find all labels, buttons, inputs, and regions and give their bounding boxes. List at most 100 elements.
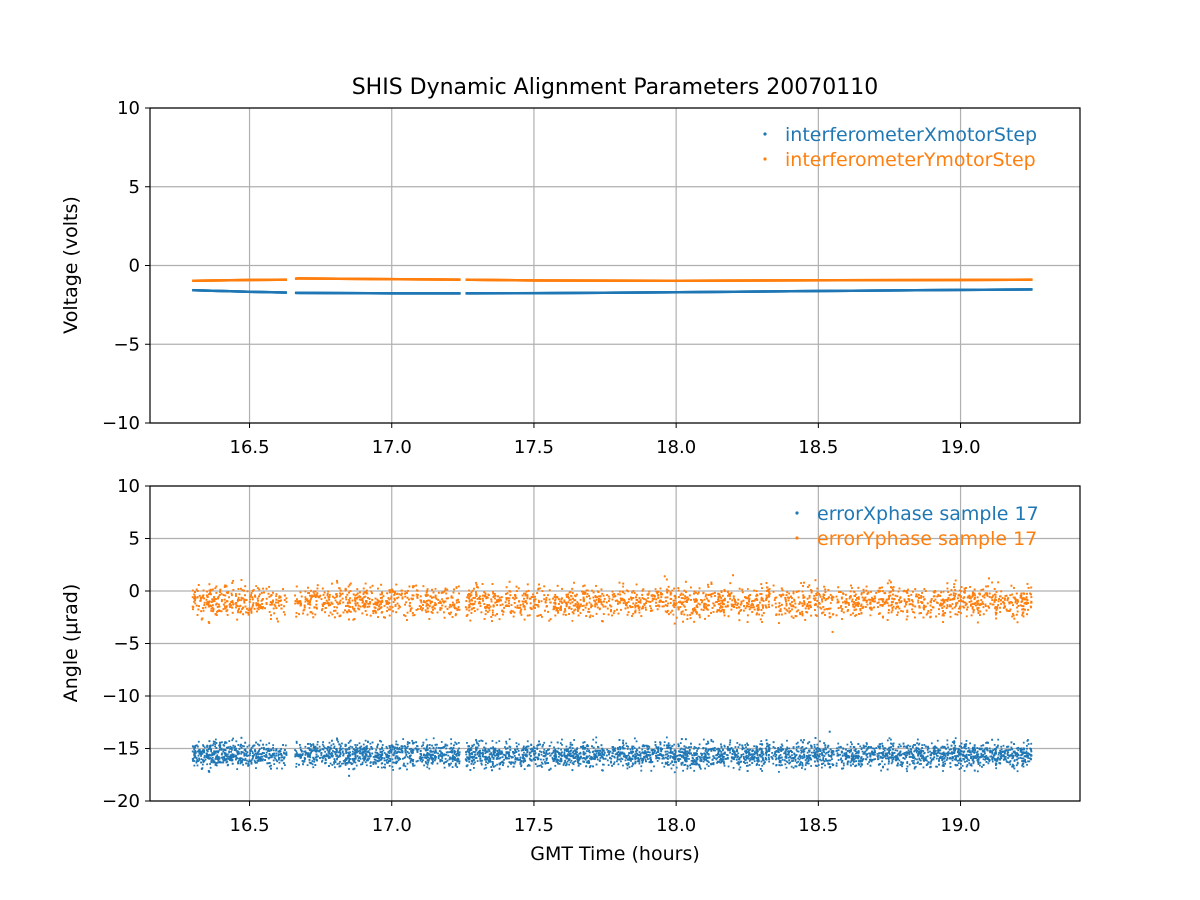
data-point (565, 762, 568, 765)
data-point (563, 749, 566, 752)
data-point (732, 767, 735, 769)
data-point (726, 748, 729, 750)
data-point (388, 750, 391, 752)
data-point (631, 748, 634, 751)
data-point (938, 758, 940, 760)
data-point (1012, 755, 1015, 758)
data-point (847, 749, 850, 752)
data-point (272, 749, 275, 752)
data-point (803, 748, 806, 751)
data-point (263, 755, 266, 757)
data-point (548, 748, 550, 751)
data-point (335, 751, 338, 754)
data-point (896, 753, 899, 756)
data-point (222, 750, 225, 753)
data-point (961, 764, 964, 767)
data-point (881, 760, 884, 763)
data-point (906, 770, 908, 773)
data-point (641, 761, 644, 764)
data-point (198, 752, 201, 755)
data-point (668, 751, 671, 754)
data-point (634, 755, 636, 758)
data-point (268, 765, 271, 768)
data-point (295, 740, 298, 743)
data-point (492, 751, 495, 754)
data-point (551, 758, 554, 760)
data-point (295, 754, 298, 757)
data-point (902, 742, 905, 745)
data-point (617, 750, 620, 753)
data-point (427, 753, 430, 756)
data-point (704, 754, 707, 756)
data-point (263, 748, 265, 751)
data-point (428, 744, 431, 746)
data-point (476, 753, 479, 756)
data-point (900, 763, 903, 766)
data-point (272, 744, 275, 747)
data-point (426, 766, 429, 769)
data-point (1010, 746, 1013, 749)
data-point (933, 756, 936, 759)
data-point (828, 755, 831, 757)
data-point (481, 755, 484, 758)
data-point (739, 766, 742, 769)
data-point (498, 740, 501, 743)
data-point (534, 763, 537, 766)
data-point (408, 748, 411, 751)
data-point (895, 756, 898, 759)
data-point (957, 755, 960, 758)
data-point (795, 748, 798, 751)
data-point (819, 753, 821, 755)
data-point (212, 740, 215, 743)
data-point (895, 759, 898, 762)
data-point (410, 758, 413, 760)
figure-title: SHIS Dynamic Alignment Parameters 200701… (352, 75, 879, 100)
voltage-legend: interferometerXmotorStep interferometerY… (763, 124, 1037, 171)
data-point (328, 741, 331, 744)
data-point (953, 746, 956, 749)
data-point (796, 750, 799, 753)
data-point (391, 765, 394, 768)
data-point (561, 738, 563, 741)
data-point (508, 761, 511, 764)
angle-points (191, 574, 1033, 777)
data-point (532, 746, 535, 748)
data-point (921, 757, 923, 759)
data-point (227, 755, 230, 758)
data-point (817, 764, 820, 766)
data-point (968, 762, 971, 765)
data-point (259, 739, 262, 742)
x-tick-label: 18.5 (798, 437, 838, 458)
data-point (451, 760, 454, 763)
data-point (997, 744, 999, 747)
data-point (558, 762, 561, 765)
data-point (701, 756, 703, 759)
data-point (580, 745, 582, 748)
data-point (1031, 278, 1033, 281)
data-point (337, 751, 340, 754)
data-point (206, 744, 209, 747)
y-tick-label: −5 (113, 334, 140, 355)
data-point (351, 746, 354, 749)
data-point (194, 756, 197, 759)
data-point (1028, 753, 1031, 755)
data-point (324, 757, 327, 760)
data-point (699, 767, 702, 770)
data-point (200, 754, 202, 757)
data-point (800, 749, 802, 752)
data-point (653, 765, 655, 768)
data-point (419, 755, 422, 758)
data-point (330, 744, 333, 747)
data-point (480, 759, 483, 762)
data-point (432, 737, 435, 740)
data-point (498, 748, 501, 751)
data-point (586, 755, 589, 758)
data-point (659, 741, 662, 744)
data-point (901, 765, 903, 768)
data-point (912, 743, 915, 746)
data-point (886, 757, 889, 760)
data-point (857, 762, 860, 765)
data-point (313, 760, 316, 763)
data-point (936, 739, 939, 742)
series-1 (192, 277, 1033, 283)
